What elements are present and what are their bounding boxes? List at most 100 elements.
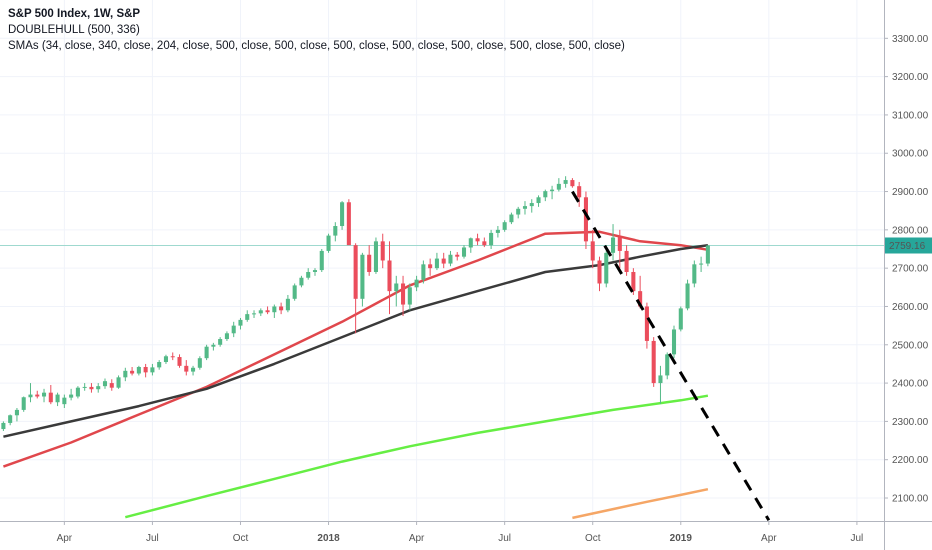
legend-indicator-doublehull: DOUBLEHULL (500, 336) <box>8 24 140 36</box>
candle-body-79 <box>536 197 541 204</box>
candle-body-94 <box>638 291 643 307</box>
time-tick-label-9: Jul <box>851 533 864 544</box>
last-price-label: 2759.16 <box>889 241 926 252</box>
candle-body-9 <box>62 397 67 405</box>
candle-body-66 <box>448 254 453 264</box>
candle-body-34 <box>231 325 236 334</box>
candle-body-13 <box>89 386 94 390</box>
candle-body-64 <box>434 258 439 269</box>
candle-body-98 <box>665 354 670 376</box>
legend-title: S&P 500 Index, 1W, S&P <box>8 8 141 20</box>
candle-body-26 <box>177 357 182 366</box>
time-tick-label-5: Jul <box>498 533 511 544</box>
time-tick-label-0: Apr <box>57 533 73 544</box>
candle-body-73 <box>495 229 500 233</box>
candle-body-43 <box>292 285 297 299</box>
price-tick-label-8: 2900.00 <box>892 187 929 198</box>
candle-body-89 <box>604 252 609 284</box>
candle-body-41 <box>279 306 284 311</box>
price-tick-label-4: 2500.00 <box>892 340 929 351</box>
time-tick-label-6: Oct <box>585 533 601 544</box>
candle-body-87 <box>590 241 595 261</box>
candle-body-47 <box>319 250 324 271</box>
candle-body-84 <box>570 180 575 187</box>
candle-body-7 <box>48 392 53 403</box>
candle-body-100 <box>678 308 683 330</box>
candle-body-88 <box>597 260 602 284</box>
candle-body-4 <box>28 394 33 398</box>
candle-body-68 <box>461 247 467 257</box>
price-tick-label-0: 2100.00 <box>892 494 929 505</box>
candle-body-102 <box>692 264 697 284</box>
candle-body-44 <box>299 277 304 286</box>
candle-body-80 <box>543 191 548 198</box>
price-tick-label-7: 2800.00 <box>892 225 929 236</box>
price-tick-label-5: 2600.00 <box>892 302 929 313</box>
candle-body-40 <box>272 306 277 313</box>
candle-body-2 <box>14 409 19 416</box>
candle-body-69 <box>468 238 473 248</box>
candle-body-38 <box>258 310 263 314</box>
candle-body-48 <box>326 235 331 251</box>
price-tick-label-12: 3300.00 <box>892 34 929 45</box>
candle-body-14 <box>96 386 101 390</box>
candle-body-29 <box>197 358 202 368</box>
candle-body-19 <box>130 370 135 374</box>
candle-body-46 <box>312 270 318 272</box>
candle-body-28 <box>191 367 196 372</box>
candle-body-70 <box>475 238 480 242</box>
candle-body-20 <box>136 366 141 374</box>
candle-body-82 <box>556 183 561 190</box>
candle-body-27 <box>184 365 189 372</box>
candle-body-56 <box>380 241 385 261</box>
candle-body-39 <box>265 310 270 313</box>
candle-body-51 <box>346 202 351 246</box>
price-tick-label-11: 3200.00 <box>892 72 929 83</box>
candle-body-22 <box>150 367 155 373</box>
candle-body-93 <box>631 271 636 292</box>
time-tick-label-1: Jul <box>146 533 159 544</box>
price-tick-label-1: 2200.00 <box>892 455 929 466</box>
candle-body-60 <box>407 287 412 305</box>
candle-body-10 <box>69 394 74 398</box>
candle-body-12 <box>82 386 87 388</box>
time-tick-label-3: 2018 <box>317 533 340 544</box>
candle-body-59 <box>401 283 406 305</box>
candle-body-72 <box>489 232 494 246</box>
legend-indicator-smas: SMAs (34, close, 340, close, 204, close,… <box>8 40 625 52</box>
candle-body-11 <box>75 387 80 397</box>
candle-body-95 <box>644 306 649 341</box>
candle-body-25 <box>170 356 175 358</box>
candle-body-83 <box>563 180 568 184</box>
candle-body-101 <box>685 283 690 309</box>
candle-body-35 <box>238 319 243 326</box>
candle-body-23 <box>157 362 162 368</box>
candle-body-52 <box>353 245 358 299</box>
candle-body-42 <box>285 298 290 311</box>
candle-body-74 <box>502 222 507 230</box>
time-tick-label-8: Apr <box>761 533 777 544</box>
last-price-badge <box>885 237 932 254</box>
candle-body-62 <box>421 264 426 280</box>
candle-body-77 <box>522 206 528 209</box>
candle-body-18 <box>123 370 128 378</box>
candle-body-97 <box>658 375 663 384</box>
candle-body-33 <box>224 333 229 340</box>
candle-body-58 <box>394 283 399 292</box>
candle-body-1 <box>8 415 13 423</box>
candle-body-3 <box>21 397 26 410</box>
candle-body-75 <box>509 214 514 223</box>
candle-body-31 <box>211 344 216 347</box>
candle-body-49 <box>333 226 338 236</box>
chart-legend: S&P 500 Index, 1W, S&P DOUBLEHULL (500, … <box>8 6 625 54</box>
price-tick-label-3: 2400.00 <box>892 379 929 390</box>
candle-body-24 <box>163 356 168 363</box>
sma-line-green <box>124 394 709 519</box>
candle-body-99 <box>671 329 677 355</box>
candle-body-76 <box>516 208 521 215</box>
sma-line-orange <box>572 487 709 520</box>
candle-body-30 <box>204 346 209 359</box>
candle-body-53 <box>360 254 365 299</box>
candle-body-104 <box>705 245 710 264</box>
